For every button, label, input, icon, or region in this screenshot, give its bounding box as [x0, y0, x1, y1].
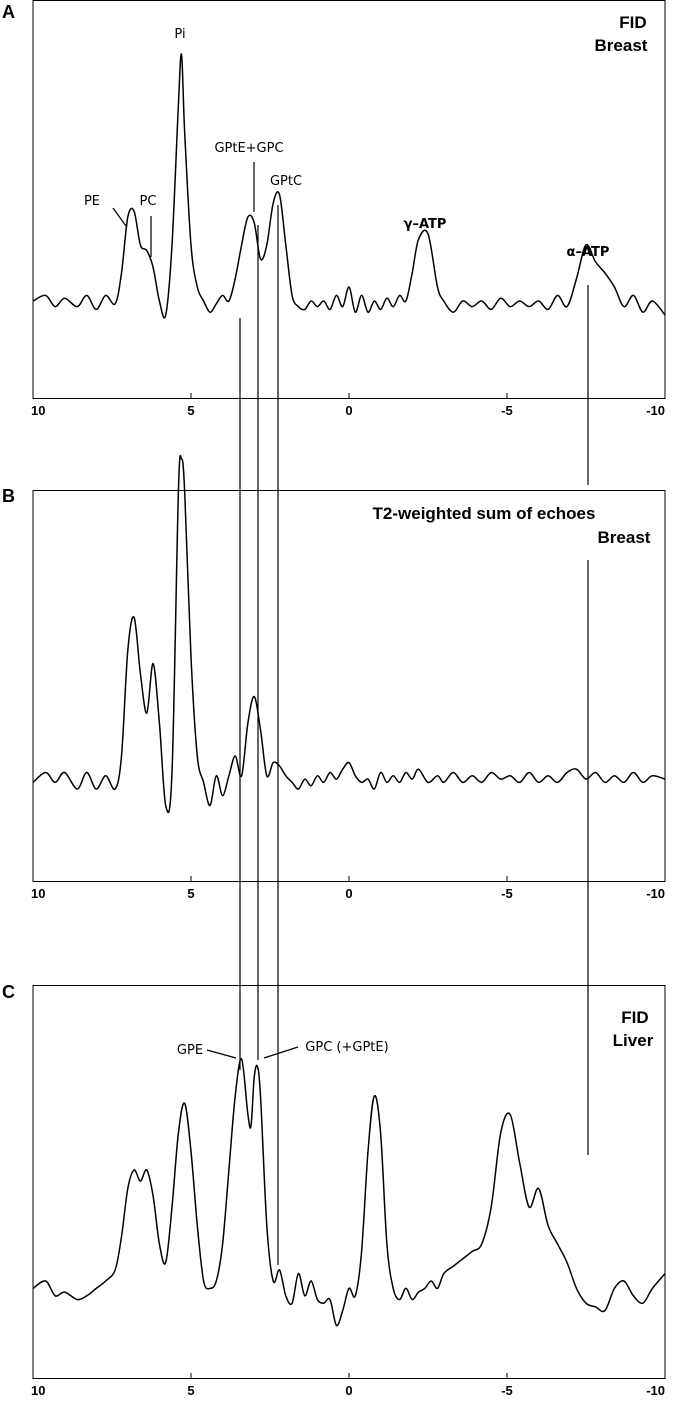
panel-letter-b: B: [2, 486, 15, 506]
title-line-c-0: FID: [621, 1008, 648, 1027]
x-tick-label: 0: [345, 1383, 352, 1398]
x-tick-label: 5: [187, 1383, 194, 1398]
peak-label-pi: Pi: [174, 27, 185, 42]
title-line-a-1: Breast: [595, 36, 648, 55]
x-tick-label: 10: [31, 1383, 45, 1398]
spectrum-line-b: [32, 454, 666, 814]
pe-leader-line: [112, 207, 127, 227]
panel-c: C FID Liver 10 5 0 -5 -10 GPE GPC (+GPtE): [2, 982, 666, 1398]
gpc-leader-line: [263, 1046, 299, 1059]
x-tick-label: 0: [345, 403, 352, 418]
plot-frame-a: [32, 0, 666, 399]
plot-frame-b: [32, 490, 666, 882]
x-tick-label: -10: [646, 886, 665, 901]
title-line-a-0: FID: [619, 13, 646, 32]
x-tick-label: 5: [187, 403, 194, 418]
x-tick-label: 10: [31, 886, 45, 901]
x-tick-label: 5: [187, 886, 194, 901]
x-tick-label: -5: [501, 886, 513, 901]
peak-label-gpe: GPE: [177, 1043, 203, 1058]
spectrum-line-a: [32, 53, 666, 319]
x-tick-label: 0: [345, 886, 352, 901]
spectrum-line-c: [32, 1058, 666, 1327]
title-line-c-1: Liver: [613, 1031, 654, 1050]
x-tick-label: -5: [501, 403, 513, 418]
peak-label-alpha-atp: α–ATP: [567, 245, 610, 260]
peak-label-gptc: GPtC: [270, 174, 302, 189]
panel-b: B T2-weighted sum of echoes Breast 10 5 0 -…: [2, 454, 666, 901]
x-tick-label: -10: [646, 403, 665, 418]
peak-label-gamma-atp: γ–ATP: [404, 217, 447, 232]
title-line-b-1: Breast: [598, 528, 651, 547]
peak-label-pe: PE: [84, 194, 100, 209]
gpe-leader-line: [206, 1049, 237, 1059]
panel-a: A FID Breast 10 5 0 -5 -10 Pi PE PC GPtE+GPC…: [2, 0, 666, 418]
peak-label-pc: PC: [140, 194, 157, 209]
panel-letter-a: A: [2, 2, 15, 22]
x-tick-label: 10: [31, 403, 45, 418]
x-tick-label: -10: [646, 1383, 665, 1398]
panel-letter-c: C: [2, 982, 15, 1002]
peak-label-gpte-gpc: GPtE+GPC: [214, 141, 283, 156]
x-tick-label: -5: [501, 1383, 513, 1398]
title-line-b-0: T2-weighted sum of echoes: [373, 504, 596, 523]
peak-label-gpc-gpte: GPC (+GPtE): [305, 1040, 388, 1055]
alignment-guides: [239, 205, 589, 1265]
